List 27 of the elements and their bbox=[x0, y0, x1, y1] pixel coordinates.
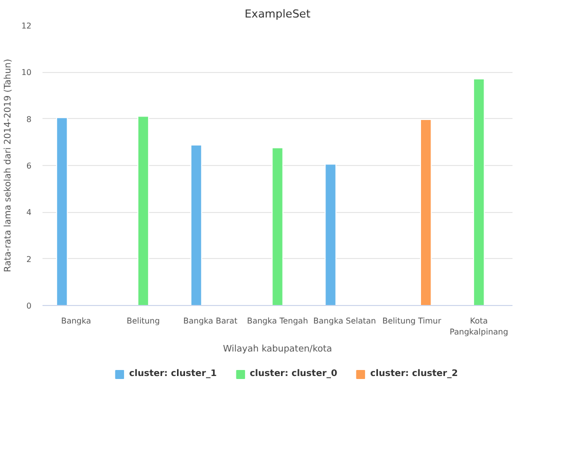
x-tick-label: Bangka Tengah bbox=[246, 316, 308, 326]
y-tick-label: 2 bbox=[26, 254, 32, 264]
y-tick-label: 0 bbox=[26, 302, 32, 310]
bar bbox=[56, 117, 68, 306]
legend-label: cluster: cluster_2 bbox=[370, 369, 458, 379]
legend-label: cluster: cluster_0 bbox=[250, 369, 338, 379]
bar bbox=[137, 116, 150, 306]
y-tick-label: 8 bbox=[26, 114, 32, 124]
legend-label: cluster: cluster_1 bbox=[129, 369, 217, 379]
y-tick-label: 12 bbox=[21, 22, 32, 30]
bar bbox=[420, 119, 432, 306]
chart-title: ExampleSet bbox=[244, 8, 312, 20]
x-axis-title: Wilayah kabupaten/kota bbox=[222, 344, 332, 354]
x-tick-label: Belitung bbox=[126, 316, 160, 326]
y-axis-title: Rata-rata lama sekolah dari 2014-2019 (Tahun) bbox=[3, 58, 14, 272]
bar bbox=[324, 164, 336, 306]
bar bbox=[190, 144, 202, 306]
y-tick-label: 10 bbox=[21, 68, 32, 78]
x-tick-label: Bangka bbox=[61, 316, 92, 326]
x-tick-label: Bangka Barat bbox=[183, 316, 238, 326]
x-tick-label: Bangka Selatan bbox=[313, 316, 376, 326]
bar bbox=[473, 78, 485, 306]
y-tick-label: 4 bbox=[26, 208, 32, 218]
x-tick-label: Kota Pangkalpinang bbox=[450, 316, 508, 336]
x-tick-label: Belitung Timur bbox=[382, 316, 442, 326]
bar bbox=[272, 147, 284, 306]
y-tick-label: 6 bbox=[26, 162, 32, 170]
